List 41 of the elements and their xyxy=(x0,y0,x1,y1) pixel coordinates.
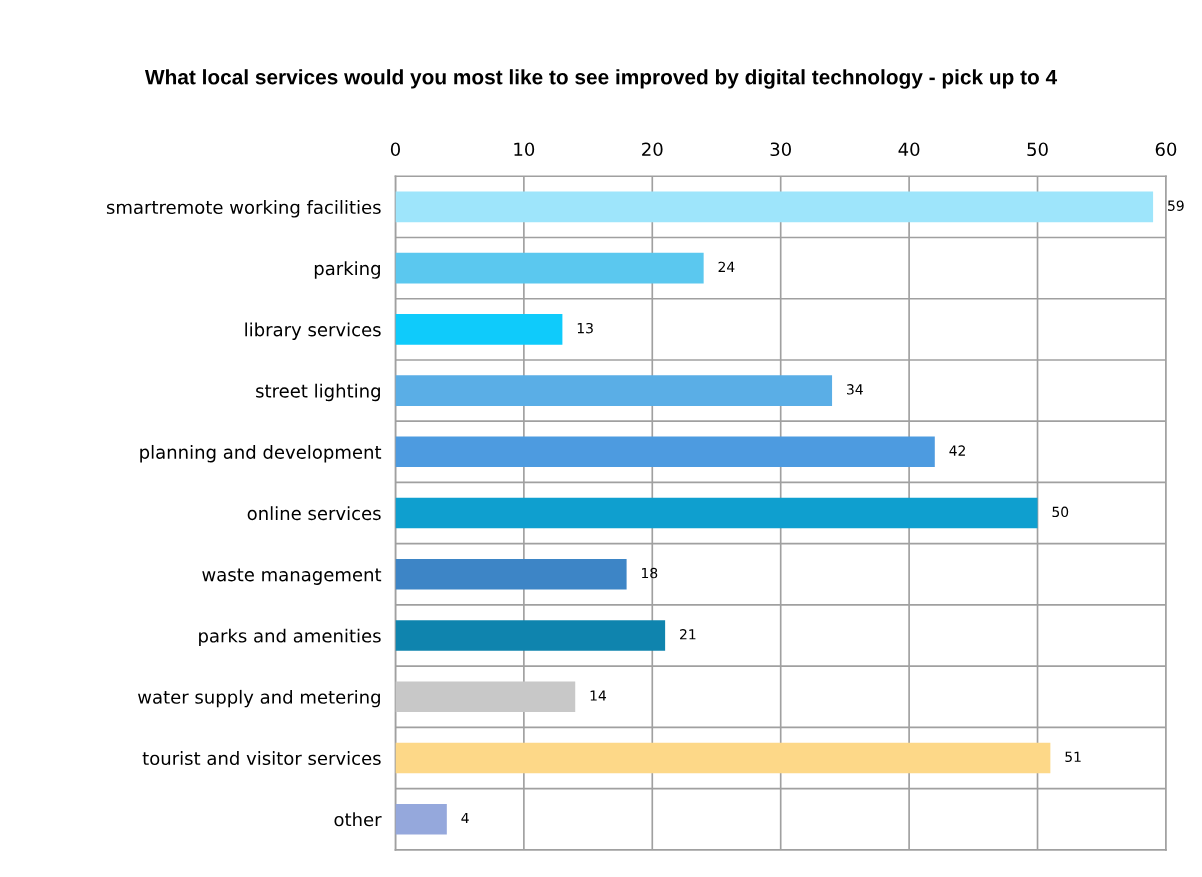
x-tick-label: 0 xyxy=(390,142,400,157)
bar xyxy=(395,803,447,835)
bar xyxy=(395,436,935,468)
bar xyxy=(395,681,576,713)
x-tick-label: 50 xyxy=(1027,142,1048,157)
x-tick-label: 10 xyxy=(514,142,535,157)
x-tick-label: 30 xyxy=(770,142,791,157)
data-label: 59 xyxy=(1168,200,1184,211)
bar xyxy=(395,375,833,406)
y-tick-label: smartremote working facilities xyxy=(106,200,381,218)
data-label: 24 xyxy=(718,261,735,272)
bar xyxy=(395,191,1154,223)
data-label: 51 xyxy=(1065,751,1081,762)
data-label: 4 xyxy=(461,812,469,824)
bar xyxy=(395,620,666,651)
data-label: 34 xyxy=(847,384,863,395)
data-label: 21 xyxy=(680,629,696,640)
data-label: 42 xyxy=(949,445,965,456)
chart-title: What local services would you most like to see improved by digital technology - pick up to 4 xyxy=(144,69,1058,89)
bar xyxy=(395,742,1051,774)
bar xyxy=(395,252,704,284)
bar xyxy=(395,314,563,345)
bar xyxy=(395,497,1038,529)
y-tick-label: parks and amenities xyxy=(199,628,381,647)
y-tick-label: street lighting xyxy=(256,383,380,402)
data-label: 14 xyxy=(590,690,607,701)
data-label: 18 xyxy=(642,567,658,579)
x-tick-label: 60 xyxy=(1155,142,1177,157)
y-tick-label: library services xyxy=(245,322,381,340)
y-tick-label: parking xyxy=(314,261,380,279)
y-tick-label: water supply and metering xyxy=(138,689,380,708)
y-tick-label: waste management xyxy=(202,568,382,585)
data-label: 13 xyxy=(577,322,593,334)
data-label: 50 xyxy=(1052,506,1069,518)
y-tick-label: planning and development xyxy=(140,444,382,463)
y-tick-label: other xyxy=(334,812,382,827)
x-tick-label: 40 xyxy=(898,142,920,157)
y-tick-label: online services xyxy=(247,506,381,521)
y-tick-label: tourist and visitor services xyxy=(142,751,381,766)
bar xyxy=(395,558,627,590)
x-tick-label: 20 xyxy=(642,142,663,157)
